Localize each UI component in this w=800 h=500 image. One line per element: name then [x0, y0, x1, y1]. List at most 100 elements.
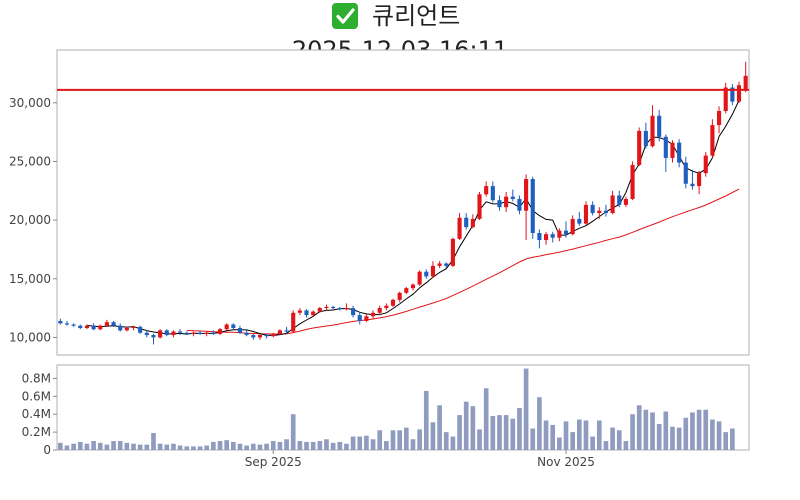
- candle-body: [590, 204, 595, 214]
- candle-body: [104, 322, 109, 326]
- candle: [437, 261, 442, 269]
- candle-body: [251, 335, 256, 338]
- candle: [364, 313, 369, 323]
- candle-body: [71, 324, 76, 326]
- candle: [723, 82, 728, 114]
- candle-body: [677, 142, 682, 163]
- candle-body: [184, 332, 189, 334]
- candle: [144, 330, 149, 338]
- candle-body: [417, 271, 422, 285]
- candle: [291, 310, 296, 333]
- volume-bar: [550, 424, 556, 450]
- candle-body: [58, 320, 63, 324]
- candle: [424, 269, 429, 279]
- volume-bar: [297, 441, 303, 450]
- volume-bar: [443, 432, 449, 450]
- candle: [543, 231, 549, 245]
- candle-body: [530, 179, 535, 233]
- volume-bar: [683, 417, 689, 450]
- volume-bar: [616, 430, 622, 450]
- candle: [211, 330, 216, 336]
- volume-bar: [71, 443, 76, 450]
- volume-bar: [483, 388, 489, 450]
- candle-body: [410, 284, 416, 289]
- volume-bar: [104, 444, 110, 450]
- candle-body: [217, 329, 223, 334]
- volume-bar: [590, 436, 595, 450]
- candle-body: [716, 111, 722, 126]
- candle-body: [690, 183, 695, 187]
- candle-body: [537, 233, 542, 241]
- volume-bar: [171, 443, 176, 450]
- stock-name: 큐리언트: [372, 2, 460, 30]
- candle: [557, 228, 562, 242]
- candle-body: [650, 115, 655, 147]
- volume-bar: [656, 424, 662, 450]
- candle: [217, 328, 223, 336]
- candle-body: [131, 326, 136, 329]
- volume-bar: [84, 443, 90, 450]
- volume-bar: [510, 418, 516, 450]
- candle-body: [331, 306, 336, 309]
- volume-bar: [270, 441, 276, 450]
- candle-body: [98, 325, 103, 330]
- candle-body: [291, 312, 296, 332]
- candle: [716, 106, 722, 134]
- candle-body: [524, 179, 529, 211]
- candle-body: [284, 330, 289, 332]
- candle: [311, 310, 316, 317]
- candle: [703, 152, 708, 177]
- candle: [563, 221, 569, 238]
- volume-bar: [696, 409, 702, 450]
- price-tick-label: 20,000: [9, 213, 51, 227]
- candle-body: [311, 311, 316, 316]
- candle-body: [158, 330, 163, 338]
- candle: [91, 323, 96, 331]
- candle: [284, 326, 289, 334]
- volume-tick-label: 0: [43, 443, 51, 457]
- volume-bar: [370, 439, 376, 450]
- candle-body: [384, 305, 389, 309]
- candle: [384, 303, 389, 311]
- candle-body: [277, 330, 282, 334]
- candle: [683, 156, 688, 189]
- candle-body: [271, 333, 276, 337]
- candle: [690, 169, 695, 190]
- volume-bar: [543, 420, 549, 450]
- candle: [324, 304, 329, 311]
- candle-body: [64, 323, 70, 325]
- candle-body: [91, 325, 96, 330]
- price-tick-label: 25,000: [9, 154, 51, 168]
- candle-body: [563, 230, 569, 235]
- candle-body: [84, 325, 90, 329]
- candle: [577, 211, 582, 226]
- candle: [697, 170, 702, 195]
- price-y-axis: 10,000 15,000 20,000 25,000 30,000: [9, 96, 57, 344]
- candle: [78, 324, 83, 330]
- candle: [677, 139, 682, 168]
- candle-body: [237, 328, 243, 333]
- candle: [550, 231, 555, 243]
- candle: [331, 305, 336, 310]
- candle-body: [430, 265, 436, 277]
- candle: [650, 105, 655, 148]
- candle: [570, 215, 575, 236]
- candle-body: [577, 218, 582, 224]
- volume-bar: [137, 444, 143, 450]
- candle-body: [623, 198, 628, 205]
- candle: [158, 329, 163, 339]
- candle: [430, 261, 436, 278]
- candle: [417, 270, 422, 286]
- volume-bar: [310, 441, 316, 450]
- candle-body: [444, 263, 449, 266]
- candle: [617, 190, 622, 208]
- candle-body: [364, 316, 369, 321]
- candle: [610, 190, 615, 215]
- candle-body: [297, 310, 302, 313]
- candle: [637, 127, 642, 167]
- candle-body: [424, 271, 429, 277]
- volume-bar: [191, 446, 196, 450]
- volume-bar: [603, 441, 609, 450]
- volume-bar: [477, 429, 482, 450]
- volume-bar: [710, 419, 715, 450]
